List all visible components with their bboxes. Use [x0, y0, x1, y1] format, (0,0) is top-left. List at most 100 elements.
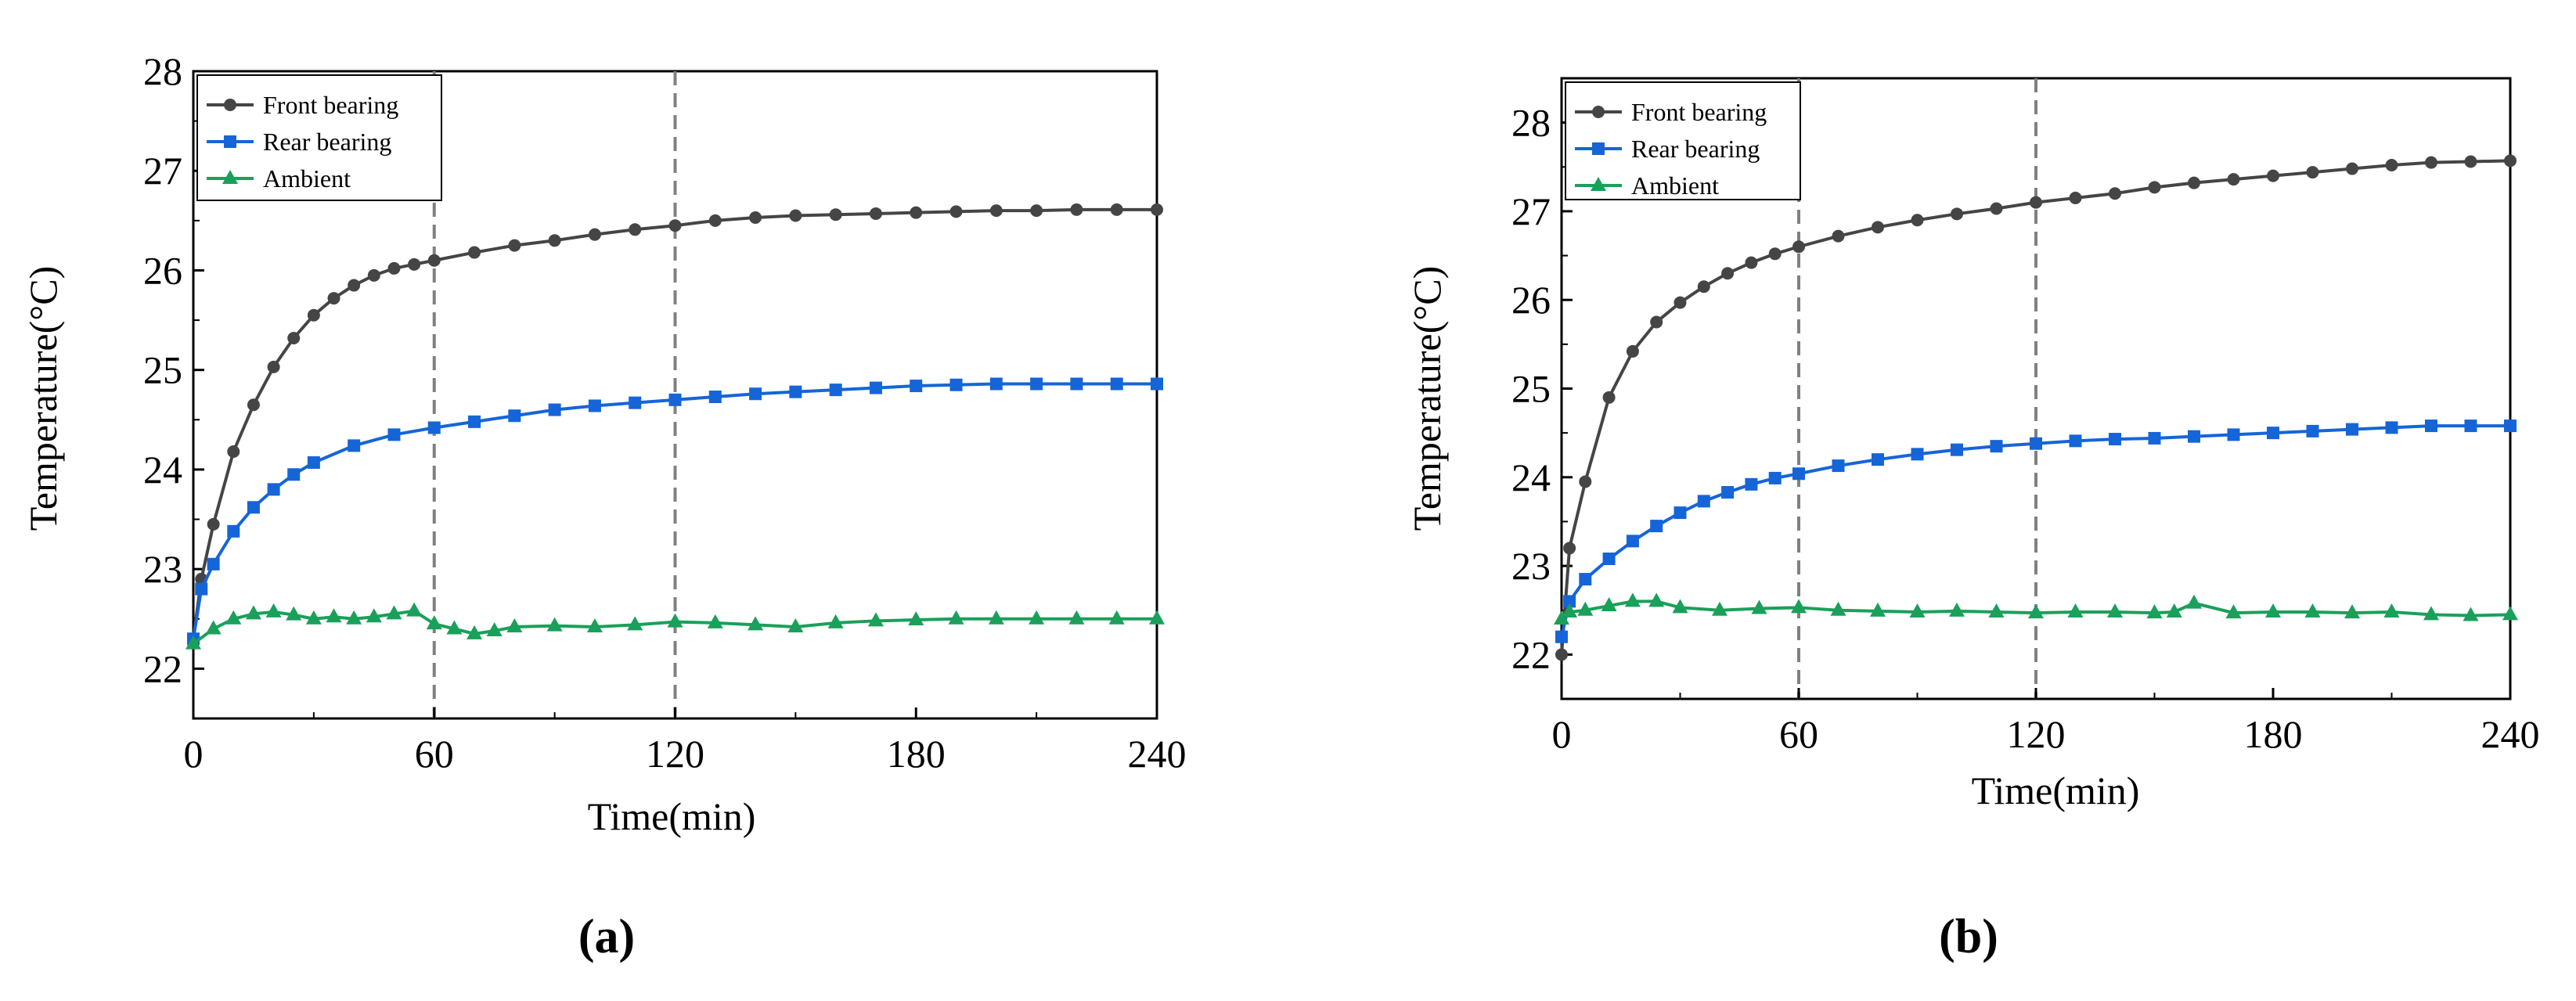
data-point: [708, 214, 722, 227]
data-point: [2148, 431, 2161, 445]
data-point: [1951, 443, 1963, 456]
data-point: [1673, 296, 1687, 309]
y-tick-label: 23: [1511, 544, 1551, 588]
data-point: [2028, 604, 2044, 619]
data-point: [1751, 600, 1767, 614]
y-tick-label: 27: [1511, 189, 1551, 233]
data-point: [327, 292, 340, 305]
data-point: [1579, 475, 1592, 488]
data-point: [367, 268, 380, 282]
y-tick-label: 28: [143, 49, 182, 93]
data-point: [867, 612, 884, 627]
y-tick-label: 22: [1511, 632, 1551, 676]
y-axis-label: Temperature(°C): [1405, 266, 1449, 531]
data-point: [1108, 610, 1125, 625]
data-point: [387, 428, 401, 441]
data-point: [406, 602, 423, 617]
data-point: [2304, 603, 2321, 618]
data-point: [2306, 424, 2319, 437]
data-point: [2109, 433, 2121, 446]
data-point: [1070, 203, 1083, 216]
x-tick-label: 0: [1552, 712, 1572, 756]
data-point: [2504, 154, 2517, 167]
data-point: [1832, 459, 1845, 473]
data-point: [247, 398, 260, 412]
data-point: [629, 223, 642, 236]
data-point: [1555, 630, 1568, 643]
data-point: [1870, 602, 1886, 617]
panel-label: (b): [1939, 910, 1998, 963]
data-point: [1768, 471, 1782, 484]
data-point: [348, 279, 361, 292]
data-point: [287, 468, 301, 481]
data-point: [910, 206, 923, 219]
data-point: [1911, 214, 1924, 227]
data-point: [2423, 606, 2439, 621]
data-point: [1029, 610, 1045, 625]
data-point: [1745, 477, 1758, 491]
legend-marker: [1592, 106, 1605, 118]
data-point: [2166, 603, 2182, 618]
data-point: [2146, 604, 2163, 619]
data-point: [2344, 604, 2360, 619]
data-point: [829, 208, 842, 221]
data-point: [348, 439, 361, 452]
y-tick-label: 24: [143, 448, 182, 491]
data-point: [2109, 187, 2121, 200]
x-tick-label: 120: [2007, 712, 2066, 756]
y-tick-label: 26: [1511, 278, 1551, 322]
legend-marker: [224, 135, 236, 148]
data-point: [247, 501, 260, 514]
data-point: [1110, 203, 1123, 216]
data-point: [1911, 448, 1924, 461]
data-point: [427, 421, 441, 434]
y-axis-label: Temperature(°C): [21, 266, 65, 531]
data-point: [908, 611, 924, 626]
data-point: [307, 456, 320, 470]
data-point: [286, 606, 302, 621]
data-point: [2265, 603, 2281, 618]
data-point: [586, 618, 603, 632]
data-point: [749, 387, 762, 401]
data-point: [1673, 506, 1687, 520]
legend-label: Ambient: [1631, 171, 1719, 200]
legend-marker: [1591, 177, 1606, 191]
data-point: [205, 620, 222, 635]
data-point: [1792, 240, 1805, 254]
data-point: [1697, 280, 1710, 293]
data-point: [1110, 377, 1123, 391]
data-point: [789, 209, 802, 222]
data-point: [186, 635, 201, 650]
data-point: [748, 616, 764, 631]
data-point: [708, 391, 722, 404]
panel-label: (a): [578, 910, 635, 963]
data-point: [548, 234, 561, 247]
data-point: [2225, 604, 2242, 619]
data-point: [2385, 159, 2398, 172]
data-point: [408, 257, 421, 271]
data-point: [307, 308, 320, 322]
data-point: [2227, 428, 2240, 441]
data-point: [546, 617, 563, 632]
data-point: [346, 610, 362, 625]
data-point: [265, 603, 282, 618]
data-point: [1712, 601, 1728, 616]
data-point: [1650, 315, 1663, 329]
data-point: [486, 622, 503, 637]
legend-marker: [222, 170, 238, 184]
data-point: [1601, 597, 1617, 612]
data-point: [2107, 603, 2123, 618]
y-tick-label: 28: [1511, 101, 1551, 145]
data-point: [2188, 430, 2200, 443]
data-point: [1149, 610, 1165, 625]
data-point: [629, 396, 642, 409]
data-point: [2267, 427, 2279, 440]
data-point: [1988, 603, 2005, 618]
data-point: [1602, 553, 1616, 566]
data-point: [827, 614, 844, 628]
chart-panel-a: Temperature(°C) Time(min) (a) 0 60 120 180 2…: [21, 49, 1187, 963]
data-point: [2186, 594, 2202, 609]
data-point: [2267, 169, 2279, 182]
x-axis-label: Time(min): [1972, 769, 2140, 812]
